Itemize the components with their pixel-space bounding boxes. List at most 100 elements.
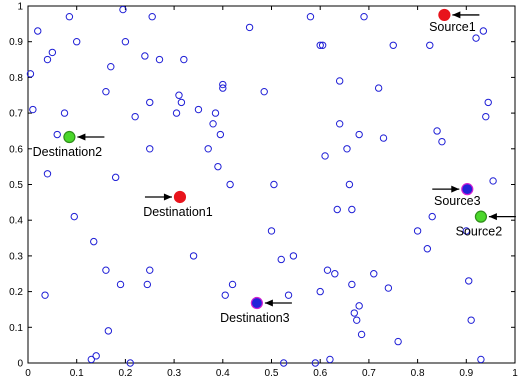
node-point (53, 130, 61, 139)
arrow-head (488, 213, 497, 221)
y-tick-label: 0.8 (9, 73, 23, 84)
node-point (284, 291, 293, 299)
labeled-point-marker (461, 183, 474, 196)
node-point (155, 55, 164, 64)
x-tick-label: 0.9 (459, 368, 473, 379)
x-tick-label: 0.1 (70, 368, 84, 379)
node-point (260, 87, 268, 96)
arrow-head (163, 193, 172, 201)
node-point (70, 212, 78, 221)
node-point (467, 316, 475, 324)
node-point (277, 255, 285, 264)
point-label: Destination3 (220, 311, 290, 325)
node-point (323, 266, 332, 274)
node-point (350, 309, 358, 317)
node-point (267, 227, 276, 235)
node-point (335, 120, 344, 128)
node-point (116, 280, 125, 289)
node-point (126, 359, 134, 367)
node-point (482, 112, 490, 121)
node-points (26, 5, 497, 367)
y-tick-label: 0.6 (9, 144, 23, 155)
x-tick-label: 0.2 (118, 368, 132, 379)
x-tick-labels: 0 0.1 0.2 0.3 0.4 0.5 0.6 0.7 0.8 0.9 1 (25, 368, 518, 379)
x-tick-label: 0.6 (313, 368, 327, 379)
node-point (121, 38, 130, 46)
node-point (41, 291, 49, 299)
node-point (438, 137, 446, 146)
node-point (146, 98, 154, 107)
node-point (216, 130, 225, 139)
arrow-head (264, 299, 273, 307)
node-point (426, 41, 434, 49)
node-point (204, 145, 212, 153)
node-point (131, 112, 139, 121)
node-point (433, 127, 441, 135)
node-point (26, 70, 35, 78)
node-point (389, 41, 397, 49)
node-point (343, 145, 351, 153)
node-point (423, 245, 432, 253)
node-point (146, 266, 154, 274)
node-point (148, 13, 156, 21)
labeled-point-marker (173, 190, 187, 204)
x-tick-label: 0.3 (167, 368, 181, 379)
node-point (43, 55, 52, 64)
node-point (141, 52, 149, 60)
labeled-point-marker (474, 210, 488, 223)
node-point (311, 359, 320, 367)
node-point (489, 177, 497, 185)
point-label: Source3 (434, 194, 481, 208)
node-point (102, 87, 110, 96)
node-point (29, 105, 37, 114)
node-point (428, 212, 436, 221)
node-point (270, 180, 278, 189)
node-point (465, 277, 473, 285)
x-tick-label: 0 (25, 368, 31, 379)
labeled-point-marker (63, 130, 76, 144)
y-tick-label: 0 (17, 359, 23, 370)
node-point (104, 327, 113, 335)
node-point (279, 359, 288, 367)
node-point (355, 302, 363, 310)
x-tick-label: 0.4 (216, 368, 230, 379)
node-point (345, 180, 354, 189)
node-point (92, 352, 100, 360)
node-point (209, 120, 217, 128)
node-point (194, 105, 203, 114)
node-point (180, 55, 188, 64)
node-point (321, 152, 329, 160)
x-tick-label: 0.5 (265, 368, 279, 379)
node-point (48, 48, 57, 57)
labeled-point-marker (438, 8, 451, 22)
arrow-head (452, 11, 461, 19)
arrow-head (77, 133, 86, 141)
node-point (306, 13, 315, 21)
node-point (477, 355, 485, 364)
node-point (107, 62, 115, 71)
node-point (219, 80, 227, 89)
node-point (331, 270, 339, 278)
node-point (374, 84, 383, 92)
x-tick-label: 1 (512, 368, 518, 379)
node-point (348, 205, 356, 214)
y-tick-label: 0.3 (9, 251, 23, 262)
point-label: Source2 (456, 225, 503, 239)
node-point (146, 145, 154, 153)
node-point (472, 34, 480, 42)
node-point (73, 38, 81, 46)
y-tick-label: 0.7 (9, 109, 23, 120)
node-point (394, 337, 402, 346)
node-point (219, 84, 227, 92)
labeled-point-marker (250, 296, 263, 310)
point-label: Destination2 (33, 145, 103, 159)
node-point (379, 134, 388, 142)
node-point (228, 280, 237, 289)
node-point (316, 287, 324, 296)
plot-area (27, 5, 516, 364)
node-point (348, 280, 356, 289)
node-point (353, 316, 361, 324)
node-point (111, 173, 120, 182)
node-point (65, 13, 74, 21)
y-tick-label: 0.2 (9, 287, 23, 298)
